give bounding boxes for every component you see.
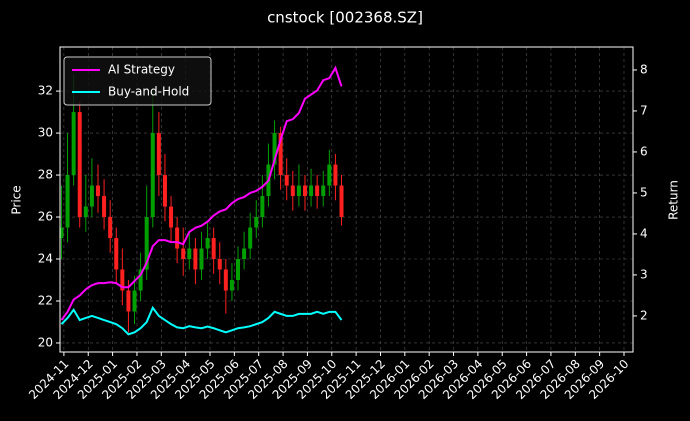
y2-axis-label: Return bbox=[667, 180, 681, 220]
y2-tick-label: 2 bbox=[640, 308, 648, 322]
candle-body bbox=[236, 259, 241, 281]
candle-body bbox=[296, 185, 301, 197]
candle-body bbox=[254, 217, 259, 228]
candle-body bbox=[162, 175, 167, 207]
candle-body bbox=[315, 185, 320, 197]
candle-body bbox=[114, 238, 119, 270]
candle-body bbox=[205, 238, 210, 249]
candle-body bbox=[302, 185, 307, 197]
y-axis-label: Price bbox=[10, 185, 24, 214]
candle-body bbox=[150, 133, 155, 218]
candle-body bbox=[144, 217, 149, 270]
candle-body bbox=[71, 112, 76, 176]
y-tick-label: 32 bbox=[38, 84, 53, 98]
plot-frame bbox=[59, 46, 634, 353]
candle-body bbox=[193, 248, 198, 270]
y-tick-label: 20 bbox=[38, 335, 53, 349]
candle-body bbox=[199, 248, 204, 270]
candle-body bbox=[290, 185, 295, 197]
candle-body bbox=[138, 269, 143, 291]
candle-body bbox=[175, 227, 180, 249]
y-tick-label: 24 bbox=[38, 252, 53, 266]
candle-body bbox=[229, 280, 234, 291]
candle-body bbox=[156, 133, 161, 176]
candle-body bbox=[108, 217, 113, 239]
candle-body bbox=[83, 206, 88, 218]
candle-body bbox=[187, 248, 192, 260]
y2-tick-label: 7 bbox=[640, 103, 648, 117]
candle-body bbox=[242, 248, 247, 260]
y2-tick-label: 5 bbox=[640, 185, 648, 199]
candle-body bbox=[132, 290, 137, 312]
legend: AI Strategy Buy-and-Hold bbox=[63, 56, 212, 106]
candle-body bbox=[272, 133, 277, 165]
candle-body bbox=[333, 164, 338, 186]
return-line bbox=[60, 65, 343, 321]
candle-body bbox=[102, 196, 107, 218]
candle-body bbox=[77, 112, 82, 218]
candle-body bbox=[284, 175, 289, 186]
candle-body bbox=[65, 175, 70, 228]
y-tick-label: 26 bbox=[38, 210, 53, 224]
candle-body bbox=[95, 185, 100, 197]
return-line bbox=[60, 305, 343, 336]
y2-tick-label: 6 bbox=[640, 144, 648, 158]
candle-body bbox=[59, 227, 64, 239]
y2-tick-label: 4 bbox=[640, 226, 648, 240]
candle-body bbox=[339, 185, 344, 218]
candle-body bbox=[217, 259, 222, 270]
candle-body bbox=[321, 185, 326, 197]
y2-tick-label: 8 bbox=[640, 62, 648, 76]
chart-title: cnstock [002368.SZ] bbox=[267, 9, 423, 27]
candle-body bbox=[181, 248, 186, 260]
candle-body bbox=[223, 269, 228, 291]
candle-body bbox=[126, 290, 131, 312]
legend-label: AI Strategy bbox=[108, 63, 175, 77]
candle-body bbox=[169, 206, 174, 228]
candle-body bbox=[260, 196, 265, 218]
candle-body bbox=[278, 133, 283, 176]
legend-box bbox=[63, 56, 212, 106]
candle-body bbox=[211, 238, 216, 260]
candle-body bbox=[120, 269, 125, 291]
legend-label: Buy-and-Hold bbox=[108, 85, 189, 99]
candle-body bbox=[327, 164, 332, 186]
y2-tick-label: 3 bbox=[640, 267, 648, 281]
candle-body bbox=[309, 185, 314, 197]
y-tick-label: 30 bbox=[38, 126, 53, 140]
y-tick-label: 28 bbox=[38, 168, 53, 182]
y-tick-label: 22 bbox=[38, 293, 53, 307]
candle-body bbox=[248, 227, 253, 249]
candle-body bbox=[89, 185, 94, 207]
